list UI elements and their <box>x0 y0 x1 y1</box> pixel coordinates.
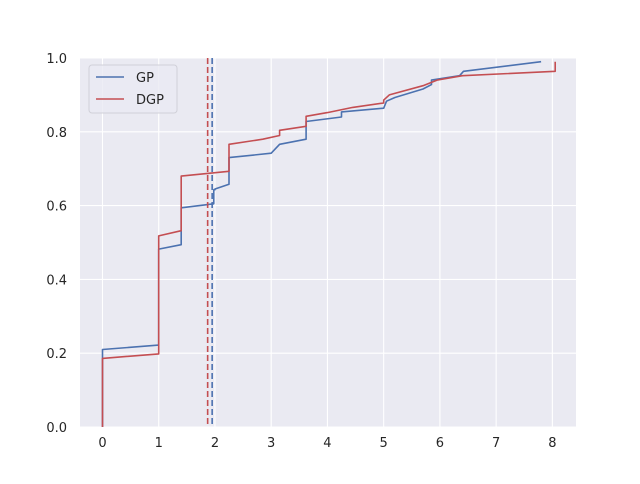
x-tick-label: 2 <box>211 436 219 451</box>
series-lines <box>101 60 557 427</box>
y-tick-label: 0.4 <box>46 273 67 288</box>
x-tick-label: 8 <box>548 436 556 451</box>
y-tick-label: 0.0 <box>46 421 67 436</box>
legend-label: DGP <box>136 93 164 108</box>
series-line-gp <box>101 60 542 427</box>
x-tick-label: 3 <box>267 436 275 451</box>
y-tick-label: 0.8 <box>46 126 67 141</box>
x-tick-label: 5 <box>380 436 388 451</box>
tick-labels: 0 1 2 3 4 5 6 7 8 0.0 0.2 0.4 0.6 0.8 1.0 <box>46 52 556 451</box>
x-tick-label: 7 <box>492 436 500 451</box>
x-tick-label: 6 <box>436 436 444 451</box>
grid-lines <box>80 57 576 428</box>
y-tick-label: 0.2 <box>46 347 67 362</box>
legend-label: GP <box>136 71 154 86</box>
y-tick-label: 1.0 <box>46 52 67 67</box>
series-line-dgp <box>101 61 557 427</box>
x-tick-label: 1 <box>155 436 163 451</box>
legend: GP DGP <box>88 64 178 114</box>
x-tick-label: 0 <box>98 436 106 451</box>
y-tick-label: 0.6 <box>46 200 67 215</box>
x-tick-label: 4 <box>323 436 331 451</box>
mean-lines <box>206 58 213 427</box>
